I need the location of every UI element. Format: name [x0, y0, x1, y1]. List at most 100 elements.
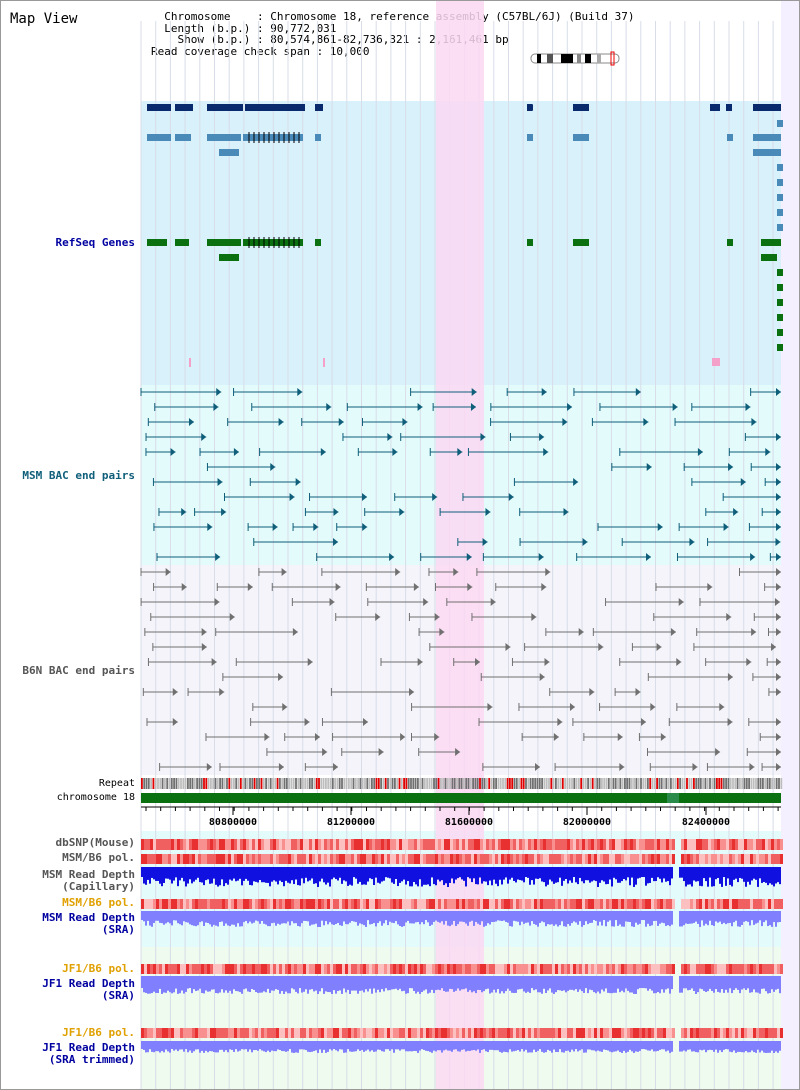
jf1-sra-depth-bar	[205, 976, 207, 991]
jf1-sra-depth-bar	[655, 976, 657, 994]
msm-sra-depth-bar	[483, 911, 485, 927]
msm-capillary-depth-bar	[589, 867, 591, 883]
dbsnp-cell	[141, 839, 144, 850]
msm-capillary-depth-bar	[705, 867, 707, 882]
repeat-mark	[497, 778, 500, 789]
dbsnp-cell	[489, 839, 492, 850]
refseq-gene-arrow	[147, 134, 153, 141]
msm-b6-pol-sra-cell	[762, 899, 765, 909]
repeat-mark	[435, 778, 438, 789]
dbsnp-cell	[390, 839, 393, 850]
msm-sra-depth-bar	[543, 911, 545, 923]
dbsnp-cell	[534, 839, 537, 850]
msm-bac-end-pair-end	[733, 508, 739, 516]
jf1-trim-depth-bar	[549, 1041, 551, 1051]
msm-b6-pol-sra-cell	[594, 899, 597, 909]
jf1-b6-pol-cell	[213, 964, 216, 974]
track-label-jf1-b6-polymorphism[interactable]: JF1/B6 pol.	[62, 962, 135, 975]
msm-b6-pol-cell	[774, 854, 777, 864]
msm-b6-pol-cell	[639, 854, 642, 864]
msm-capillary-depth-bar	[377, 867, 379, 883]
repeat-mark	[764, 778, 767, 789]
jf1-b6-pol-cell	[492, 964, 495, 974]
jf1-trim-depth-bar	[619, 1041, 621, 1052]
track-label-msm-read-depth-capillary[interactable]: MSM Read Depth (Capillary)	[42, 868, 135, 893]
jf1-trim-depth-bar	[529, 1041, 531, 1053]
msm-sra-depth-bar	[557, 911, 559, 927]
jf1-b6-pol-cell	[396, 964, 399, 974]
track-label-refseq-genes[interactable]: RefSeq Genes	[55, 236, 135, 249]
jf1-trim-depth-bar	[489, 1041, 491, 1050]
msm-capillary-depth-bar	[523, 867, 525, 883]
msm-capillary-depth-bar	[397, 867, 399, 887]
jf1-sra-depth-bar	[295, 976, 297, 992]
jf1-b6-pol-trim-cell	[723, 1028, 726, 1038]
msm-b6-pol-sra-cell	[753, 899, 756, 909]
jf1-sra-depth-bar	[149, 976, 151, 994]
msm-b6-pol-sra-cell	[483, 899, 486, 909]
msm-sra-depth-bar	[605, 911, 607, 927]
dbsnp-cell	[465, 839, 468, 850]
msm-bac-end-pair-end	[723, 523, 729, 531]
track-label-msm-b6-polymorphism[interactable]: MSM/B6 pol.	[62, 851, 135, 864]
msm-sra-depth-bar	[251, 911, 253, 924]
repeat-mark	[518, 778, 520, 789]
repeat-mark	[205, 778, 208, 789]
b6n-bac-end-pair-end	[264, 733, 270, 741]
jf1-sra-depth-bar	[687, 976, 689, 991]
msm-b6-pol-cell	[267, 854, 270, 864]
refseq-gene-arrow	[175, 104, 181, 111]
msm-b6-pol-cell	[537, 854, 540, 864]
msm-b6-pol-cell	[432, 854, 435, 864]
msm-b6-pol-sra-cell	[657, 899, 660, 909]
jf1-b6-pol-trim-cell	[771, 1028, 774, 1038]
msm-sra-depth-bar	[201, 911, 203, 922]
repeat-mark	[520, 778, 523, 789]
msm-b6-pol-sra-cell	[273, 899, 276, 909]
msm-sra-depth-bar	[379, 911, 381, 922]
msm-capillary-depth-bar	[571, 867, 573, 883]
msm-capillary-depth-bar	[337, 867, 339, 881]
jf1-sra-depth-bar	[165, 976, 167, 993]
track-label-jf1-read-depth-sra-trimmed[interactable]: JF1 Read Depth (SRA trimmed)	[42, 1041, 135, 1066]
jf1-b6-pol-cell	[324, 964, 327, 974]
jf1-b6-pol-trim-cell	[291, 1028, 294, 1038]
jf1-sra-depth-bar	[333, 976, 335, 991]
msm-sra-depth-bar	[447, 911, 449, 926]
jf1-sra-depth-bar	[351, 976, 353, 991]
repeat-mark	[290, 778, 293, 789]
refseq-gene-arrow	[777, 344, 783, 351]
jf1-b6-pol-cell	[276, 964, 279, 974]
track-label-b6n-bac-end-pairs[interactable]: B6N BAC end pairs	[22, 664, 135, 677]
msm-sra-depth-bar	[303, 911, 305, 921]
jf1-b6-pol-trim-cell	[504, 1028, 507, 1038]
msm-capillary-depth-bar	[251, 867, 253, 886]
jf1-sra-depth-bar	[169, 976, 171, 993]
jf1-b6-pol-trim-cell	[450, 1028, 453, 1038]
track-label-msm-bac-end-pairs[interactable]: MSM BAC end pairs	[22, 469, 135, 482]
jf1-b6-pol-trim-cell	[597, 1028, 600, 1038]
track-label-jf1-read-depth-sra[interactable]: JF1 Read Depth (SRA)	[42, 977, 135, 1002]
jf1-b6-pol-trim-cell	[318, 1028, 321, 1038]
jf1-sra-depth-bar	[491, 976, 493, 993]
track-label-msm-read-depth-sra[interactable]: MSM Read Depth (SRA)	[42, 911, 135, 936]
dbsnp-cell	[444, 839, 447, 850]
msm-b6-pol-sra-cell	[597, 899, 600, 909]
track-label-dbsnp[interactable]: dbSNP(Mouse)	[55, 836, 135, 849]
msm-b6-pol-cell	[243, 854, 246, 864]
track-label-msm-b6-polymorphism-sra[interactable]: MSM/B6 pol.	[62, 896, 135, 909]
jf1-b6-pol-trim-cell	[543, 1028, 546, 1038]
jf1-b6-pol-cell	[177, 964, 180, 974]
msm-b6-pol-sra-cell	[747, 899, 750, 909]
jf1-b6-pol-trim-cell	[591, 1028, 594, 1038]
msm-b6-pol-cell	[207, 854, 210, 864]
ideogram-position-marker	[610, 51, 615, 66]
msm-capillary-depth-bar	[381, 867, 383, 882]
jf1-trim-depth-bar	[539, 1041, 541, 1050]
track-label-jf1-b6-polymorphism-trimmed[interactable]: JF1/B6 pol.	[62, 1026, 135, 1039]
jf1-trim-depth-bar	[459, 1041, 461, 1052]
msm-b6-pol-sra-cell	[417, 899, 420, 909]
msm-capillary-depth-bar	[427, 867, 429, 885]
jf1-b6-pol-trim-cell	[582, 1028, 585, 1038]
